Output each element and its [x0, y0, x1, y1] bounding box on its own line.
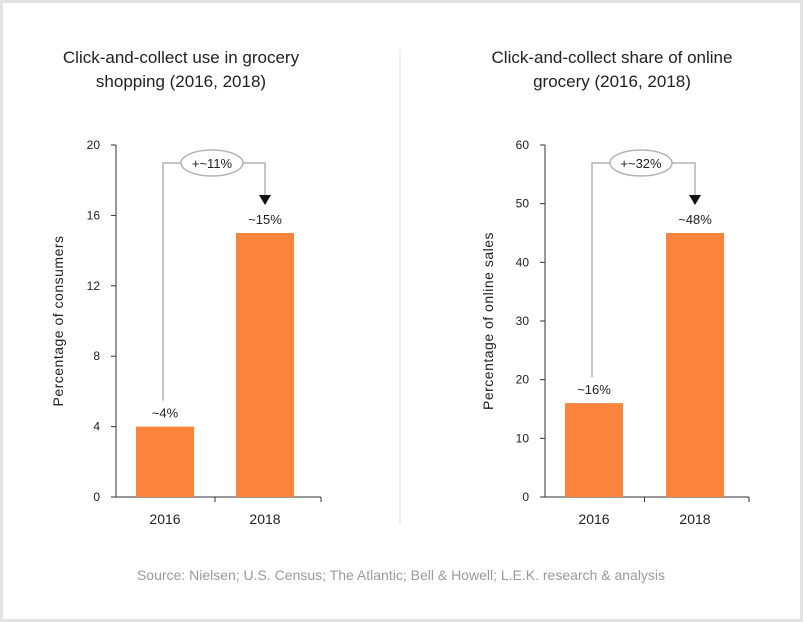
bar-data-label: ~16% — [577, 382, 611, 397]
bar — [136, 426, 194, 497]
bar — [666, 233, 724, 497]
y-tick-label: 20 — [87, 138, 101, 152]
difference-bubble — [609, 149, 673, 177]
arrowhead-icon — [689, 195, 701, 205]
bar-data-label: ~15% — [248, 212, 282, 227]
chart-right: Click-and-collect share of online grocery… — [480, 48, 750, 527]
bar — [236, 233, 294, 497]
y-axis-label: Percentage of consumers — [50, 235, 66, 406]
bar — [565, 403, 623, 497]
y-tick-label: 16 — [87, 208, 101, 222]
bar-data-label: ~48% — [678, 212, 712, 227]
chart-left: Click-and-collect use in grocery shopping… — [50, 48, 322, 527]
chart-title-line: grocery (2016, 2018) — [533, 72, 691, 91]
chart-title-line: Click-and-collect share of online — [492, 48, 733, 67]
x-category-label: 2018 — [679, 511, 710, 527]
y-tick-label: 12 — [87, 279, 101, 293]
difference-connector-left — [162, 162, 181, 401]
y-tick-label: 30 — [516, 314, 530, 328]
y-tick-label: 0 — [522, 490, 529, 504]
y-axis-label: Percentage of online sales — [480, 232, 496, 410]
arrowhead-icon — [259, 195, 271, 205]
y-tick-label: 40 — [516, 255, 530, 269]
difference-label: +~11% — [192, 156, 233, 171]
source-note: Source: Nielsen; U.S. Census; The Atlant… — [137, 567, 665, 583]
y-tick-label: 10 — [516, 431, 530, 445]
y-tick-label: 0 — [93, 490, 100, 504]
bar-data-label: ~4% — [152, 406, 179, 421]
chart-title-line: Click-and-collect use in grocery — [63, 48, 300, 67]
x-category-label: 2016 — [149, 511, 180, 527]
x-category-label: 2018 — [249, 511, 280, 527]
y-tick-label: 20 — [516, 373, 530, 387]
y-tick-label: 50 — [516, 197, 530, 211]
difference-connector-left — [591, 162, 610, 378]
difference-connector-right — [672, 162, 696, 197]
y-tick-label: 60 — [516, 138, 530, 152]
y-tick-label: 8 — [93, 349, 100, 363]
difference-label: +~32% — [620, 156, 662, 171]
x-category-label: 2016 — [578, 511, 609, 527]
difference-connector-right — [243, 162, 266, 197]
figure-canvas: Click-and-collect use in grocery shopping… — [50, 48, 750, 583]
y-tick-label: 4 — [93, 420, 100, 434]
chart-title-line: shopping (2016, 2018) — [96, 72, 266, 91]
difference-bubble — [180, 149, 244, 177]
